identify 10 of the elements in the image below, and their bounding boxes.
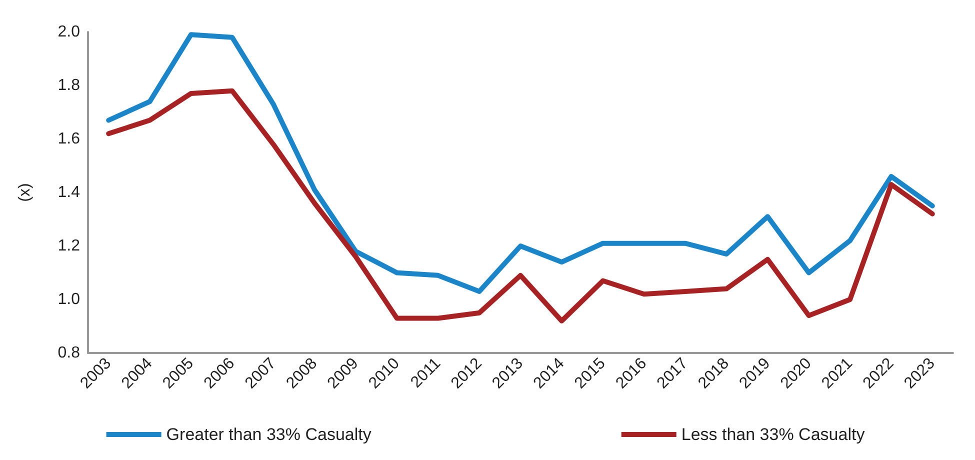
- legend-label: Less than 33% Casualty: [681, 425, 866, 444]
- y-tick-label: 0.8: [58, 344, 80, 362]
- y-tick-label: 1.0: [58, 291, 80, 308]
- y-tick-label: 1.4: [58, 184, 80, 201]
- legend-label: Greater than 33% Casualty: [166, 425, 372, 444]
- y-tick-label: 1.2: [58, 238, 80, 254]
- y-tick-label: 1.8: [58, 77, 80, 94]
- y-tick-label: 1.6: [58, 130, 80, 148]
- y-axis-title: (x): [16, 183, 34, 202]
- y-tick-label: 2.0: [58, 24, 80, 40]
